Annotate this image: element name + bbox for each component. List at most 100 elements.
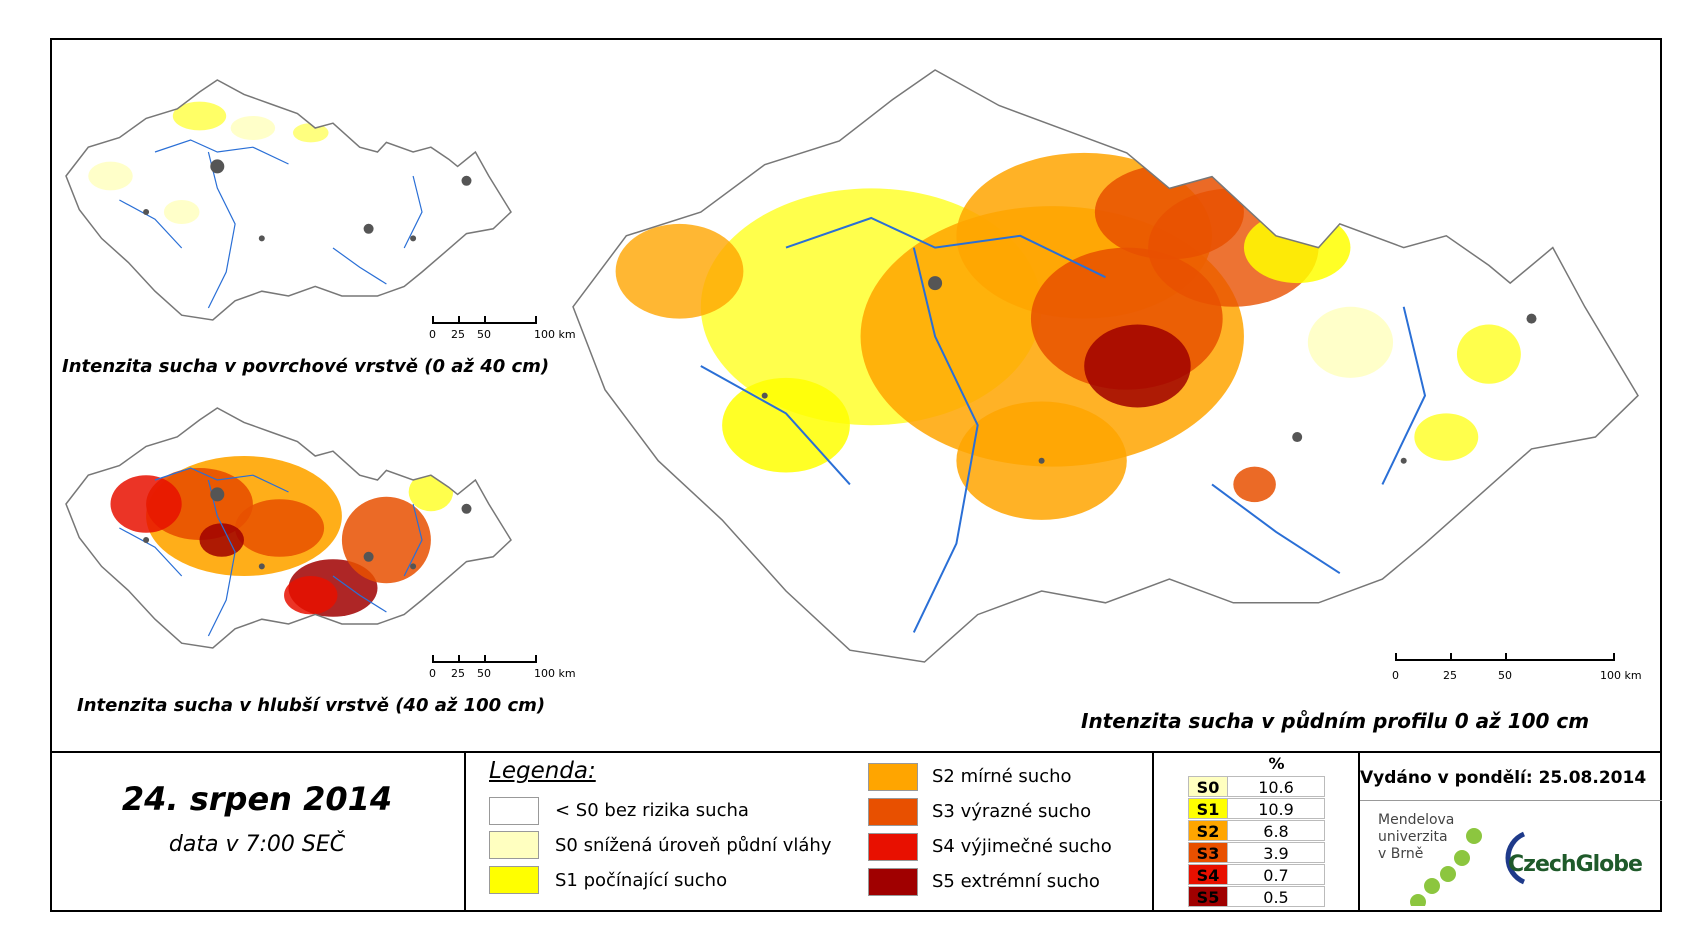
legend-swatch-s3 — [868, 798, 918, 826]
stats-value: 10.9 — [1228, 798, 1325, 819]
drought-area — [615, 223, 744, 319]
full-profile-title: Intenzita sucha v půdním profilu 0 až 10… — [1081, 709, 1590, 733]
legend-label: S1 počínající sucho — [555, 870, 728, 891]
stats-code: S3 — [1188, 842, 1228, 863]
drought-area — [408, 472, 454, 512]
city-area — [363, 223, 374, 234]
city-area — [410, 235, 417, 242]
drought-area — [1414, 413, 1479, 461]
logo-text: univerzita — [1378, 829, 1448, 845]
logo-text: v Brně — [1378, 846, 1424, 862]
drought-area — [292, 123, 329, 143]
river — [1211, 483, 1341, 575]
drought-area — [341, 496, 431, 584]
city-area — [461, 175, 472, 186]
scale-label: 50 — [477, 667, 491, 680]
stats-value: 6.8 — [1228, 820, 1325, 841]
czechglobe-logo: CzechGlobe — [1508, 852, 1643, 877]
scale-label: 25 — [451, 328, 465, 341]
legend-swatch-s1 — [489, 866, 539, 894]
footer-separator — [1152, 751, 1154, 912]
surface-layer-title: Intenzita sucha v povrchové vrstvě (0 až… — [62, 356, 550, 377]
stats-code: S4 — [1188, 864, 1228, 885]
drought-area — [284, 576, 338, 615]
country-border — [65, 407, 512, 649]
drought-area — [163, 200, 200, 224]
drought-area — [1233, 466, 1276, 503]
legend-swatch-s2 — [868, 763, 918, 791]
country-border — [572, 69, 1639, 663]
river — [332, 247, 387, 285]
legend-swatch-s5 — [868, 868, 918, 896]
legend-label: S0 snížená úroveň půdní vláhy — [555, 835, 832, 856]
scale-label: 100 km — [1600, 669, 1642, 682]
river — [403, 503, 423, 577]
stats-code: S1 — [1188, 798, 1228, 819]
country-area — [66, 80, 511, 320]
footer-separator — [1358, 751, 1360, 912]
river — [207, 151, 236, 309]
city-area — [210, 487, 225, 502]
drought-area — [172, 101, 227, 131]
legend-swatch-none — [489, 797, 539, 825]
footer-separator — [464, 751, 466, 912]
stats-value: 10.6 — [1228, 776, 1325, 797]
city-area — [258, 235, 265, 242]
scale-label: 50 — [1498, 669, 1512, 682]
drought-area — [199, 523, 244, 557]
scale-label: 0 — [429, 667, 436, 680]
river — [119, 199, 183, 249]
city-area — [210, 159, 225, 174]
drought-area — [230, 116, 276, 140]
scale-label: 0 — [1392, 669, 1399, 682]
mendel-university-logo: Mendelova univerzita v Brně — [1378, 812, 1454, 863]
stats-value: 0.5 — [1228, 886, 1325, 907]
river — [403, 175, 423, 249]
scale-label: 100 km — [534, 667, 576, 680]
city-area — [410, 563, 417, 570]
drought-area — [235, 499, 325, 557]
stats-code: S5 — [1188, 886, 1228, 907]
city-area — [1038, 457, 1045, 464]
river — [1381, 306, 1427, 485]
logo-text: Mendelova — [1378, 812, 1455, 828]
issued-date: Vydáno v pondělí: 25.08.2014 — [1360, 768, 1647, 788]
river — [700, 365, 851, 486]
legend-label: S4 výjimečné sucho — [932, 836, 1112, 857]
stats-code: S2 — [1188, 820, 1228, 841]
legend-title: Legenda: — [489, 758, 596, 784]
drought-area — [1243, 212, 1351, 284]
city-area — [761, 392, 768, 399]
scale-label: 25 — [451, 667, 465, 680]
date-title: 24. srpen 2014 — [121, 780, 393, 818]
city-area — [143, 209, 150, 215]
legend-swatch-s0 — [489, 831, 539, 859]
city-area — [258, 563, 265, 570]
map-frame — [50, 38, 1662, 912]
drought-area — [1084, 324, 1191, 408]
city-area — [363, 551, 374, 562]
river — [119, 527, 183, 577]
river — [912, 247, 979, 633]
scale-label: 0 — [429, 328, 436, 341]
date-subtitle: data v 7:00 SEČ — [168, 832, 346, 857]
legend-label: S5 extrémní sucho — [932, 871, 1100, 892]
stats-value: 0.7 — [1228, 864, 1325, 885]
footer-divider — [50, 751, 1662, 753]
river — [154, 467, 289, 493]
legend-swatch-s4 — [868, 833, 918, 861]
deep-layer-title: Intenzita sucha v hlubší vrstvě (40 až 1… — [77, 695, 546, 716]
stats-header: % — [1268, 754, 1285, 773]
scale-label: 100 km — [534, 328, 576, 341]
river — [785, 216, 1106, 279]
drought-area — [88, 161, 133, 191]
city-area — [1292, 432, 1303, 443]
stats-value: 3.9 — [1228, 842, 1325, 863]
stats-code: S0 — [1188, 776, 1228, 797]
city-area — [143, 537, 150, 543]
country-border — [65, 79, 512, 321]
czechglobe-arc-icon — [1505, 831, 1526, 885]
legend-label: < S0 bez rizika sucha — [555, 800, 749, 821]
drought-area — [1307, 306, 1394, 378]
